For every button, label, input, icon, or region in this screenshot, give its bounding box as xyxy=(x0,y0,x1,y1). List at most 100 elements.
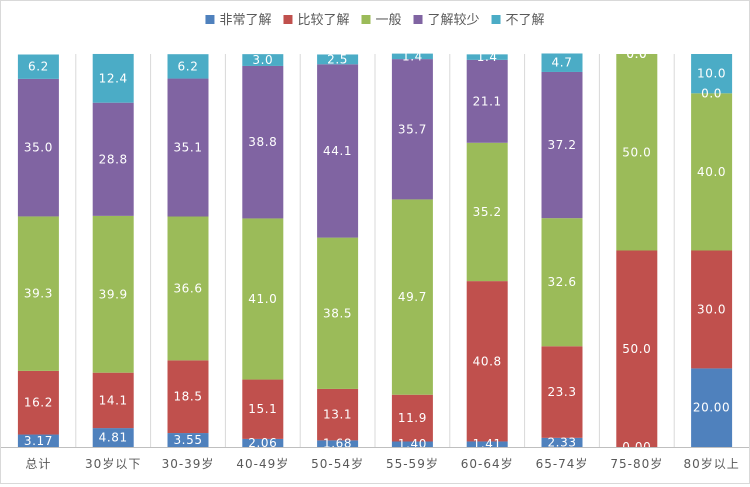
data-label-50-54岁-一般: 38.5 xyxy=(323,306,352,320)
bar-segment-30-39岁-非常了解 xyxy=(167,433,209,447)
bar-segment-65-74岁-了解较少 xyxy=(541,71,583,219)
legend-label: 不了解 xyxy=(506,13,545,28)
data-label-75-80岁-一般: 50.0 xyxy=(622,145,651,159)
data-label-30-39岁-一般: 36.6 xyxy=(173,281,202,295)
data-label-50-54岁-非常了解: 1.68 xyxy=(323,437,352,451)
bar-segment-40-49岁-比较了解 xyxy=(242,379,284,439)
x-tick-label-30岁以下: 30岁以下 xyxy=(85,456,141,471)
data-label-80岁以上-一般: 40.0 xyxy=(697,165,726,179)
bar-group-40-49岁 xyxy=(242,54,284,447)
data-label-总计-非常了解: 3.17 xyxy=(24,434,53,448)
data-label-60-64岁-不了解: 1.4 xyxy=(477,50,498,64)
bars xyxy=(17,53,733,447)
data-label-55-59岁-不了解: 1.4 xyxy=(402,49,423,63)
legend-item-比较了解: 比较了解 xyxy=(283,13,349,28)
data-label-30岁以下-不了解: 12.4 xyxy=(99,71,128,85)
bar-segment-55-59岁-不了解 xyxy=(391,53,433,60)
bar-segment-30岁以下-非常了解 xyxy=(92,428,134,447)
bar-segment-30-39岁-不了解 xyxy=(167,54,209,79)
data-label-65-74岁-比较了解: 23.3 xyxy=(547,385,576,399)
bar-group-55-59岁 xyxy=(391,53,433,447)
bar-group-30-39岁 xyxy=(167,54,209,447)
bar-segment-60-64岁-非常了解 xyxy=(466,441,508,447)
data-label-60-64岁-一般: 35.2 xyxy=(473,205,502,219)
bar-segment-30-39岁-一般 xyxy=(167,216,209,361)
legend-label: 一般 xyxy=(375,12,401,28)
data-label-75-80岁-了解较少: 0.0 xyxy=(626,47,647,61)
gridlines xyxy=(75,54,675,447)
data-label-55-59岁-了解较少: 35.7 xyxy=(398,122,427,136)
bar-segment-75-80岁-比较了解 xyxy=(616,250,658,447)
legend-swatch xyxy=(283,15,293,24)
bar-segment-30岁以下-一般 xyxy=(92,215,134,373)
bar-segment-30岁以下-了解较少 xyxy=(92,102,134,216)
data-label-50-54岁-了解较少: 44.1 xyxy=(323,144,352,158)
data-label-30岁以下-了解较少: 28.8 xyxy=(99,152,128,166)
legend-item-非常了解: 非常了解 xyxy=(205,13,271,28)
legend-swatch xyxy=(205,15,215,24)
data-label-40-49岁-不了解: 3.0 xyxy=(252,53,273,67)
data-label-80岁以上-了解较少: 0.0 xyxy=(701,86,722,100)
bar-segment-60-64岁-了解较少 xyxy=(466,59,508,143)
bar-segment-60-64岁-不了解 xyxy=(466,54,508,60)
bar-segment-总计-非常了解 xyxy=(17,434,59,447)
bar-segment-40-49岁-非常了解 xyxy=(242,438,284,447)
bar-segment-65-74岁-非常了解 xyxy=(541,437,583,447)
legend-item-了解较少: 了解较少 xyxy=(413,13,480,28)
data-label-50-54岁-比较了解: 13.1 xyxy=(323,408,352,422)
x-tick-label-55-59岁: 55-59岁 xyxy=(386,456,439,471)
legend-swatch xyxy=(491,15,501,24)
x-axis: 总计 30岁以下 30-39岁 40-49岁 50-54岁 55-59岁 60-64岁 65-… xyxy=(1,447,749,471)
bar-segment-60-64岁-比较了解 xyxy=(466,281,508,442)
bar-segment-55-59岁-非常了解 xyxy=(391,441,433,447)
data-label-30岁以下-一般: 39.9 xyxy=(99,287,128,301)
data-label-30-39岁-比较了解: 18.5 xyxy=(173,390,202,404)
bar-group-65-74岁 xyxy=(541,53,583,447)
x-tick-label-50-54岁: 50-54岁 xyxy=(311,456,364,471)
legend-label: 比较了解 xyxy=(297,13,349,28)
legend-label: 非常了解 xyxy=(219,13,271,28)
bar-segment-总计-一般 xyxy=(17,216,59,371)
bar-segment-40-49岁-不了解 xyxy=(242,54,284,66)
bar-segment-65-74岁-一般 xyxy=(541,218,583,347)
data-label-40-49岁-非常了解: 2.06 xyxy=(248,436,277,450)
data-label-80岁以上-比较了解: 30.0 xyxy=(697,302,726,316)
bar-segment-55-59岁-了解较少 xyxy=(391,59,433,200)
x-tick-label-80岁以上: 80岁以上 xyxy=(683,456,739,471)
x-tick-label-总计: 总计 xyxy=(25,457,51,471)
bar-segment-50-54岁-不了解 xyxy=(317,54,359,65)
legend-item-一般: 一般 xyxy=(361,12,402,28)
data-label-80岁以上-不了解: 10.0 xyxy=(697,67,726,81)
legend-item-不了解: 不了解 xyxy=(491,13,545,28)
bar-segment-总计-比较了解 xyxy=(17,370,59,435)
bar-segment-55-59岁-比较了解 xyxy=(391,394,433,442)
bar-segment-30-39岁-比较了解 xyxy=(167,360,209,434)
data-label-55-59岁-比较了解: 11.9 xyxy=(398,411,427,425)
data-label-40-49岁-了解较少: 38.8 xyxy=(248,135,277,149)
data-label-总计-了解较少: 35.0 xyxy=(24,141,53,155)
bar-group-60-64岁 xyxy=(466,54,508,447)
data-label-80岁以上-非常了解: 20.00 xyxy=(693,401,730,415)
bar-group-总计 xyxy=(17,54,59,447)
legend-swatch xyxy=(413,15,423,24)
data-label-60-64岁-了解较少: 21.1 xyxy=(473,94,502,108)
data-label-40-49岁-比较了解: 15.1 xyxy=(248,402,277,416)
x-tick-label-30-39岁: 30-39岁 xyxy=(162,456,215,471)
bar-segment-50-54岁-非常了解 xyxy=(317,440,359,447)
bar-segment-75-80岁-一般 xyxy=(616,54,658,251)
legend-label: 了解较少 xyxy=(428,13,480,28)
data-label-65-74岁-非常了解: 2.33 xyxy=(547,435,576,449)
data-label-75-80岁-比较了解: 50.0 xyxy=(622,342,651,356)
data-label-75-80岁-不了解: 0.0 xyxy=(626,47,647,61)
bar-group-80岁以上 xyxy=(691,54,733,447)
data-label-总计-比较了解: 16.2 xyxy=(24,396,53,410)
data-label-60-64岁-非常了解: 1.41 xyxy=(473,437,502,451)
bar-group-75-80岁 xyxy=(616,54,658,447)
data-label-30-39岁-不了解: 6.2 xyxy=(178,59,199,73)
legend-swatch xyxy=(361,15,371,24)
data-label-30-39岁-非常了解: 3.55 xyxy=(173,433,202,447)
data-label-65-74岁-了解较少: 37.2 xyxy=(547,138,576,152)
bar-segment-50-54岁-了解较少 xyxy=(317,64,359,238)
data-label-30岁以下-非常了解: 4.81 xyxy=(99,431,128,445)
